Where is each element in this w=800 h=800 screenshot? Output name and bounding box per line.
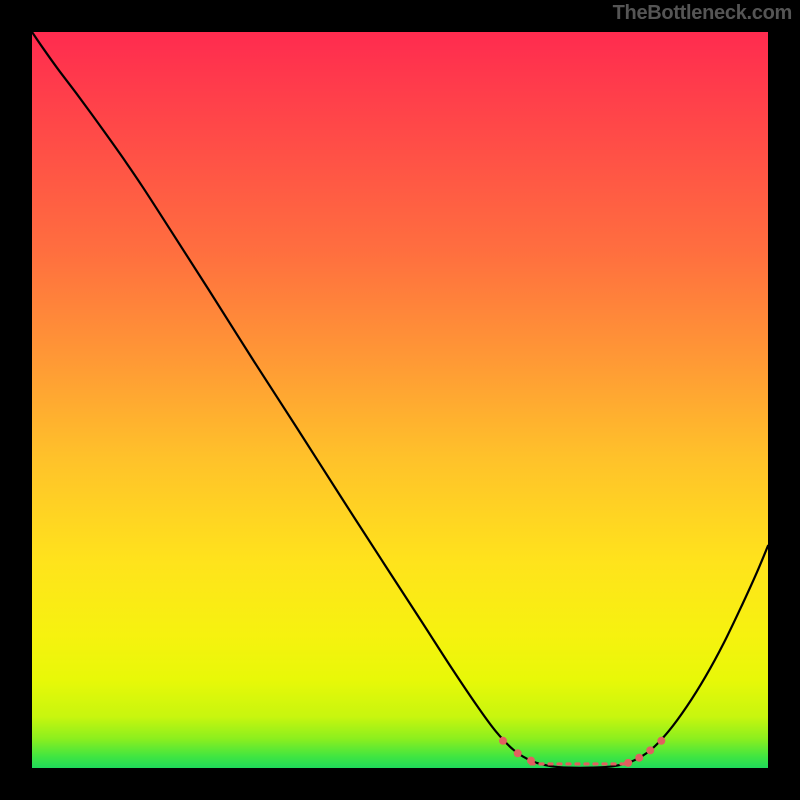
band-marker	[514, 749, 522, 757]
band-marker	[499, 737, 507, 745]
bottleneck-chart	[32, 32, 768, 768]
gradient-background	[32, 32, 768, 768]
band-marker	[657, 737, 665, 745]
band-marker	[624, 759, 632, 767]
band-marker	[635, 754, 643, 762]
band-marker	[527, 757, 535, 765]
band-marker	[646, 746, 654, 754]
plot-area	[32, 32, 768, 768]
watermark-text: TheBottleneck.com	[613, 2, 792, 25]
